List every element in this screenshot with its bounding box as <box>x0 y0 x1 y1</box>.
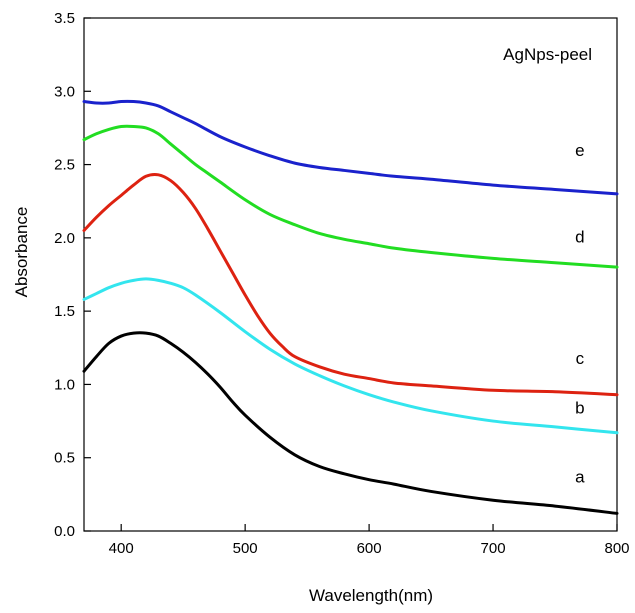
y-tick-label-1.0: 1.0 <box>54 376 75 393</box>
series-label-d: d <box>575 227 584 246</box>
y-tick-label-2.5: 2.5 <box>54 157 75 174</box>
series-line-e <box>82 99 619 196</box>
series-line-d <box>82 124 619 269</box>
x-tick-label-500: 500 <box>233 540 258 557</box>
series-line-b <box>82 277 619 435</box>
series-label-layer: e d c b a <box>575 141 585 487</box>
series-layer <box>82 99 619 515</box>
annotation-agnps-peel: AgNps-peel <box>503 45 592 64</box>
series-label-b: b <box>575 399 584 418</box>
y-tick-label-3.0: 3.0 <box>54 83 75 100</box>
x-axis-title: Wavelength(nm) <box>309 586 433 605</box>
y-tick-label-1.5: 1.5 <box>54 303 75 320</box>
x-tick-label-800: 800 <box>604 540 629 557</box>
series-label-c: c <box>576 349 585 368</box>
series-label-a: a <box>575 468 585 487</box>
x-tick-label-700: 700 <box>481 540 506 557</box>
series-line-c <box>82 173 619 397</box>
y-tick-label-2.0: 2.0 <box>54 230 75 247</box>
y-tick-label-0.0: 0.0 <box>54 523 75 540</box>
x-tick-label-600: 600 <box>357 540 382 557</box>
plot-frame <box>83 17 618 532</box>
series-line-a <box>82 331 619 515</box>
axis-layer: 400 500 600 700 800 0.0 0.5 1.0 1.5 2.0 2.5 3.0 3.5 <box>54 10 629 557</box>
series-label-e: e <box>575 141 584 160</box>
y-tick-label-0.5: 0.5 <box>54 450 75 467</box>
y-axis-title: Absorbance <box>12 207 31 298</box>
y-tick-label-3.5: 3.5 <box>54 10 75 27</box>
x-tick-label-400: 400 <box>109 540 134 557</box>
